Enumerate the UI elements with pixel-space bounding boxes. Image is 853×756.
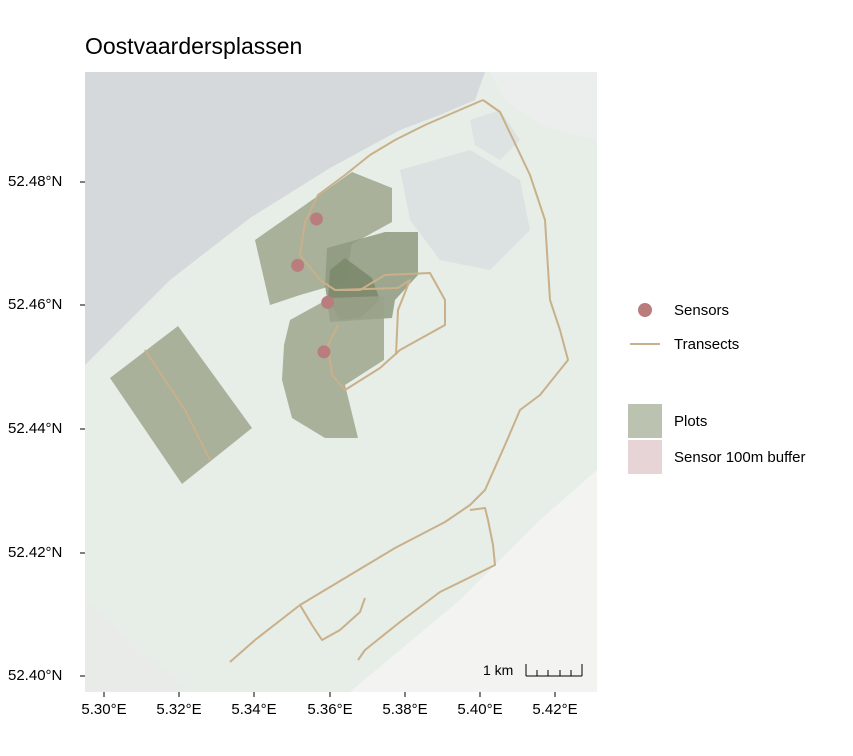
- legend-item-sensors: Sensors: [628, 293, 729, 327]
- y-tick-label: 52.42°N: [8, 544, 63, 561]
- x-tick-label: 5.32°E: [156, 701, 202, 718]
- y-tick-label: 52.40°N: [8, 667, 63, 684]
- legend-item-buffer: Sensor 100m buffer: [628, 440, 805, 474]
- sensor-layer: [291, 212, 335, 359]
- plot-north: [255, 172, 392, 305]
- x-tick-label: 5.36°E: [307, 701, 353, 718]
- y-tick-label: 52.46°N: [8, 296, 63, 313]
- x-tick-label: 5.42°E: [532, 701, 578, 718]
- markermeer-water: [85, 72, 485, 365]
- transect-inner: [334, 279, 411, 356]
- legend-item-plots: Plots: [628, 404, 707, 438]
- y-tick-label: 52.48°N: [8, 173, 63, 190]
- transect-legend-icon: [628, 327, 662, 361]
- map-title: Oostvaardersplassen: [85, 33, 303, 59]
- transect-south-spur: [299, 597, 366, 641]
- transects: [144, 99, 569, 663]
- y-tick-label: 52.44°N: [8, 420, 63, 437]
- buffer-legend-icon: [628, 440, 662, 474]
- x-tick-label: 5.34°E: [231, 701, 277, 718]
- y-axis-ticks: [80, 181, 85, 677]
- urban-area-southeast: [350, 470, 597, 692]
- x-tick-label: 5.38°E: [382, 701, 428, 718]
- legend-label-buffer: Sensor 100m buffer: [674, 448, 806, 466]
- sensor-point: [317, 345, 331, 359]
- legend-label-plots: Plots: [674, 412, 708, 430]
- sensor-legend-icon: [628, 293, 662, 327]
- scale-bar-label: 1 km: [483, 662, 514, 678]
- urban-area-northeast: [490, 72, 597, 140]
- scale-bar-line: [525, 664, 583, 677]
- x-axis-ticks: [103, 692, 556, 697]
- plot-south: [282, 296, 384, 438]
- plots-legend-icon: [628, 404, 662, 438]
- transect-outer-loop: [229, 99, 569, 663]
- urban-area-southwest: [85, 600, 190, 692]
- legend-label-sensors: Sensors: [674, 301, 730, 319]
- legend-item-transects: Transects: [628, 327, 739, 361]
- legend-label-transects: Transects: [674, 335, 740, 353]
- wetland-patch-2: [470, 110, 520, 160]
- sensor-point: [291, 258, 305, 272]
- x-tick-label: 5.30°E: [81, 701, 127, 718]
- transect-west: [144, 349, 211, 461]
- transect-east-spur: [357, 507, 496, 661]
- sensor-point: [309, 212, 323, 226]
- sensor-point: [321, 295, 335, 309]
- x-tick-label: 5.40°E: [457, 701, 503, 718]
- scale-bar: [525, 664, 583, 677]
- wetland-patch: [400, 150, 530, 270]
